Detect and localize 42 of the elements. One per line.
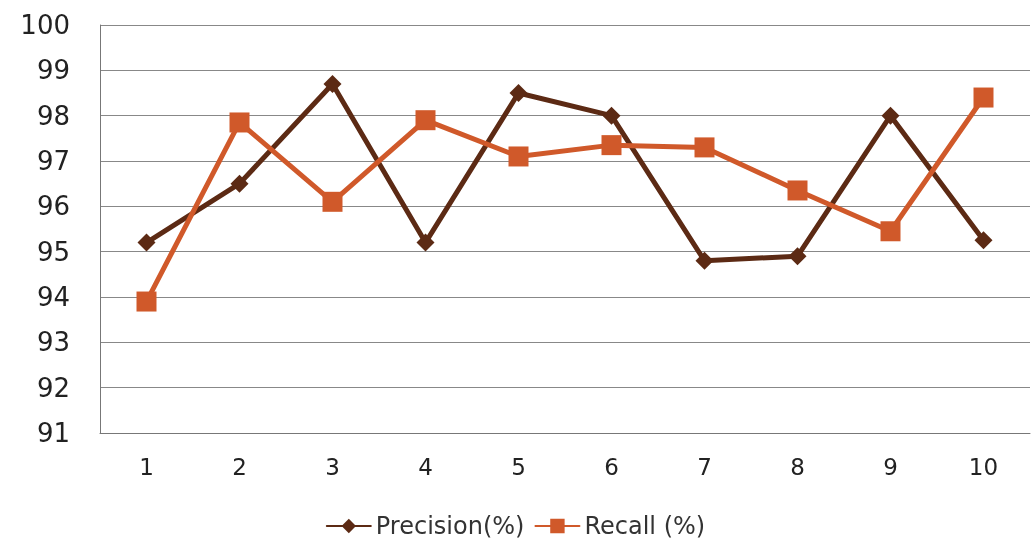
y-tick-label: 97 [36,146,70,176]
x-tick-label: 2 [232,453,247,480]
point [602,106,621,125]
y-tick-label: 96 [36,191,70,222]
legend-label: Recall (%) [584,512,706,540]
point [601,135,622,156]
point [137,233,156,252]
y-tick-label: 98 [36,100,70,131]
point [787,180,808,201]
point [415,110,436,131]
point [230,174,249,193]
point [880,221,901,242]
point [973,87,994,108]
point [694,137,715,158]
point [229,112,250,133]
point [416,233,435,252]
point [695,251,714,270]
y-tick-label: 100 [20,10,70,40]
x-tick-label: 6 [604,453,619,480]
point [788,247,807,266]
x-tick-label: 4 [418,453,433,480]
point [322,191,343,212]
x-tick-label: 7 [697,453,712,480]
point [509,84,528,102]
y-tick-label: 95 [36,236,70,267]
x-tick-label: 9 [883,453,898,480]
point [136,291,157,312]
point [881,106,900,125]
y-tick-label: 94 [36,282,70,312]
x-tick-label: 3 [325,453,340,480]
point [974,231,993,250]
point [508,146,529,167]
x-tick-label: 8 [790,453,805,480]
x-tick-label: 10 [968,453,999,480]
y-tick-label: 93 [36,327,70,358]
y-tick-label: 99 [36,55,70,86]
x-tick-label: 5 [511,453,526,480]
legend-label: Precision(%) [375,512,525,540]
y-tick-label: 91 [36,418,70,448]
x-tick-label: 1 [139,453,154,480]
y-tick-label: 92 [36,372,70,403]
point [323,74,342,93]
